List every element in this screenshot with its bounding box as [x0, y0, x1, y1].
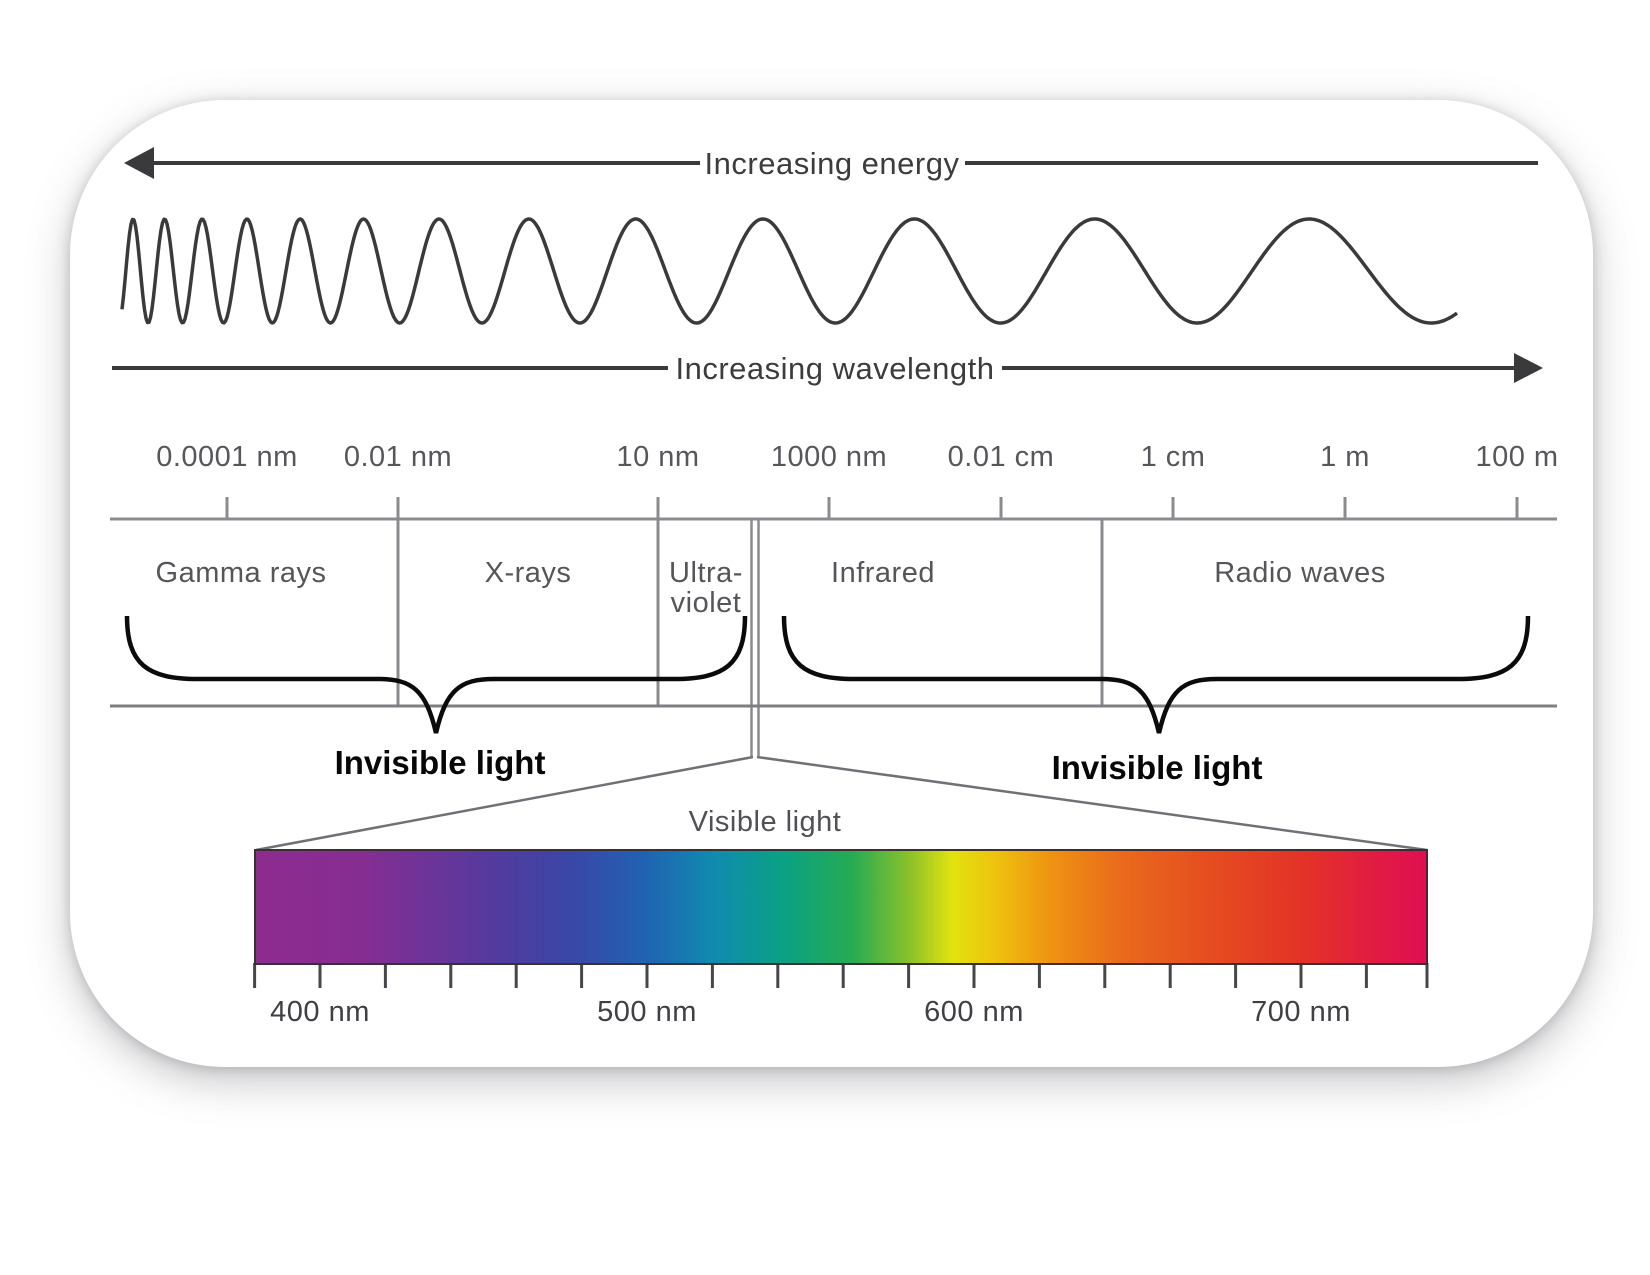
invisible-light-right-label: Invisible light — [1051, 749, 1263, 786]
increasing-energy-label: Increasing energy — [704, 146, 960, 181]
visible-spectrum-bar — [254, 849, 1428, 965]
band-label: Radio waves — [1214, 558, 1386, 588]
invisible-left-brace — [124, 615, 748, 734]
scale-tick-label: 10 nm — [616, 441, 700, 473]
left-arrowhead-icon — [124, 147, 154, 179]
band-label-line: Ultra- — [669, 557, 743, 589]
scale-tick-label: 100 m — [1475, 441, 1559, 473]
band-label: Gamma rays — [156, 558, 327, 588]
em-wave — [120, 217, 1459, 325]
scale-tick-label: 0.01 nm — [343, 441, 453, 473]
scale-tick-label: 1 m — [1320, 441, 1370, 473]
band-label: X-rays — [485, 558, 572, 588]
band-label-line: Gamma rays — [155, 557, 327, 589]
nm-axis-label: 500 nm — [597, 996, 697, 1028]
band-label-line: X-rays — [484, 557, 572, 589]
increasing-energy-arrow — [124, 147, 1538, 179]
visible-light-callout-lines — [255, 519, 1428, 852]
rainbow-ticks — [253, 963, 1429, 988]
scale-tick-label: 0.0001 nm — [156, 441, 298, 473]
band-label-line: violet — [670, 587, 742, 619]
band-label: Infrared — [831, 558, 935, 588]
scale-tick-label: 1 cm — [1140, 441, 1206, 473]
band-dividers — [396, 519, 1104, 706]
scale-tick-label: 0.01 cm — [947, 441, 1055, 473]
increasing-wavelength-label: Increasing wavelength — [675, 351, 995, 386]
band-label: Ultra-violet — [669, 558, 743, 618]
invisible-right-brace — [781, 615, 1531, 734]
band-label-line: Radio waves — [1214, 557, 1386, 589]
increasing-wavelength-arrow — [112, 353, 1543, 383]
nm-axis-label: 400 nm — [270, 996, 370, 1028]
band-label-line: Infrared — [831, 557, 935, 589]
right-arrowhead-icon — [1514, 353, 1543, 383]
nm-axis-label: 600 nm — [924, 996, 1024, 1028]
scale-ticks — [225, 497, 1519, 519]
invisible-light-left-label: Invisible light — [334, 744, 546, 781]
scale-tick-label: 1000 nm — [770, 441, 888, 473]
visible-light-label: Visible light — [688, 806, 842, 838]
nm-axis-label: 700 nm — [1251, 996, 1351, 1028]
